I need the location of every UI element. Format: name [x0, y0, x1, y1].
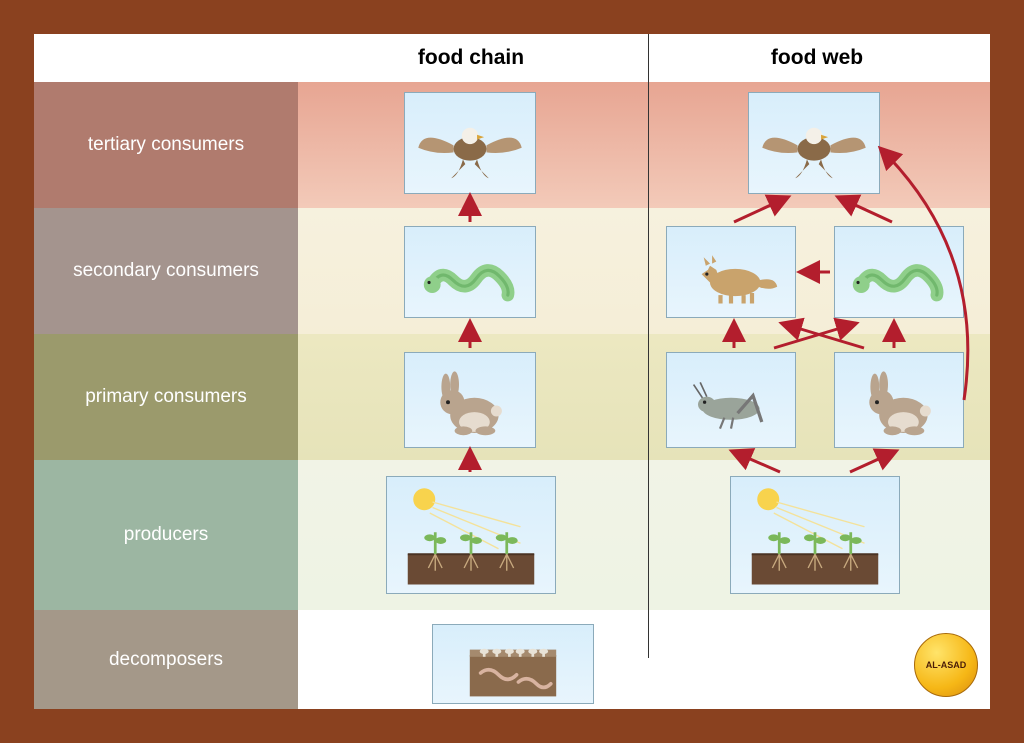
tile-decomp — [432, 624, 594, 704]
tile-fc-plants — [386, 476, 556, 594]
tile-fw-fox — [666, 226, 796, 318]
label-tertiary: tertiary consumers — [34, 82, 298, 208]
header-sidebar-spacer — [34, 34, 298, 82]
logo-text: AL-ASAD — [926, 660, 967, 670]
tile-fw-eagle — [748, 92, 880, 194]
label-secondary: secondary consumers — [34, 208, 298, 334]
header-content: food chain food web — [298, 34, 990, 82]
tile-fw-snake — [834, 226, 964, 318]
label-primary: primary consumers — [34, 334, 298, 460]
outer-frame: food chain food web tertiary consumersse… — [0, 0, 1024, 743]
tile-fc-rabbit — [404, 352, 536, 448]
diagram-canvas: food chain food web tertiary consumersse… — [34, 34, 990, 709]
tile-fw-grasshopper — [666, 352, 796, 448]
tile-fc-snake — [404, 226, 536, 318]
content-decomposers — [298, 610, 990, 709]
tile-fw-rabbit — [834, 352, 964, 448]
tile-fc-eagle — [404, 92, 536, 194]
header-row: food chain food web — [34, 34, 990, 82]
content-tertiary — [298, 82, 990, 208]
column-divider — [648, 34, 649, 658]
header-food-chain: food chain — [298, 34, 644, 82]
logo-badge: AL-ASAD — [914, 633, 978, 697]
label-producers: producers — [34, 460, 298, 610]
tile-fw-plants — [730, 476, 900, 594]
label-decomposers: decomposers — [34, 610, 298, 709]
header-food-web: food web — [644, 34, 990, 82]
